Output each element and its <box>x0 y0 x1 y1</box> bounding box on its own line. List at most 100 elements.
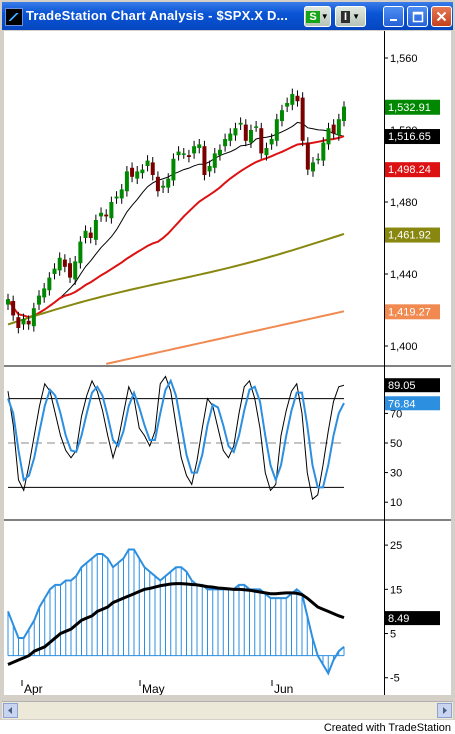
macd-tick-label: 5 <box>390 629 396 641</box>
candle <box>135 171 140 179</box>
scroll-left-button[interactable] <box>3 703 18 718</box>
candle <box>243 124 248 141</box>
candle <box>93 220 98 240</box>
candle <box>192 146 197 154</box>
chart-canvas[interactable]: Apr May Jun <box>4 31 384 696</box>
stoch-d-line <box>7 378 345 489</box>
price-value-tag-label: 1,532.91 <box>388 102 431 114</box>
status-button-label: S <box>306 10 320 23</box>
candle <box>62 259 67 267</box>
macd-line <box>7 548 345 676</box>
candle <box>207 166 212 172</box>
minimize-button[interactable] <box>383 6 404 27</box>
macd-value-tag-label: 8.49 <box>388 613 409 625</box>
price-value-tag-label: 1,498.24 <box>388 164 431 176</box>
price-tick-label: 1,440 <box>390 269 418 281</box>
stoch-value-tag-label: 76.84 <box>388 398 416 410</box>
horizontal-scrollbar[interactable] <box>2 701 453 719</box>
candle <box>186 155 191 157</box>
chart-plot-area[interactable]: Apr May Jun <box>4 31 384 696</box>
ma-mid-line <box>7 135 345 319</box>
stoch-tick-label: 50 <box>390 438 402 450</box>
title-bar[interactable]: TradeStation Chart Analysis - $SPX.X D..… <box>2 2 453 30</box>
candle <box>31 308 36 327</box>
candle <box>269 139 274 145</box>
candle <box>326 128 331 145</box>
candle <box>181 153 186 155</box>
candle <box>68 263 73 278</box>
candle <box>47 277 52 291</box>
close-button[interactable] <box>431 6 452 27</box>
candle <box>73 261 78 280</box>
candle <box>254 126 259 128</box>
stoch-k-line <box>7 375 345 501</box>
price-value-tag <box>385 162 440 178</box>
candle <box>109 202 114 219</box>
candle <box>26 320 31 325</box>
indicator-button[interactable]: I ▼ <box>335 6 366 27</box>
candle <box>119 189 124 199</box>
candle <box>305 142 310 170</box>
ma-long-line <box>7 233 345 326</box>
date-label: Apr <box>24 682 43 695</box>
candle <box>310 162 315 172</box>
candle <box>274 119 279 141</box>
candle <box>155 176 160 192</box>
candle <box>88 232 93 238</box>
candle <box>140 169 145 174</box>
price-tick-label: 1,560 <box>390 53 418 65</box>
candle <box>316 158 321 161</box>
arrow-left-icon <box>8 707 12 714</box>
candle <box>264 148 269 156</box>
price-value-tag <box>385 99 440 115</box>
candle <box>238 122 243 125</box>
arrow-right-icon <box>443 707 447 714</box>
candle <box>290 94 295 105</box>
candle <box>176 151 181 156</box>
price-value-tag-label: 1,419.27 <box>388 306 431 318</box>
price-scale-canvas: 1,4001,4401,4801,5201,5601,532.911,516.6… <box>384 31 451 695</box>
candle <box>233 128 238 136</box>
maximize-icon <box>412 11 423 22</box>
candle <box>202 146 207 175</box>
candle <box>11 301 16 316</box>
candle <box>259 128 264 154</box>
candle <box>130 167 135 177</box>
date-label: May <box>142 682 165 695</box>
status-button[interactable]: S ▼ <box>304 6 331 27</box>
price-scale[interactable]: 1,4001,4401,4801,5201,5601,532.911,516.6… <box>384 31 451 695</box>
candle <box>99 212 104 217</box>
macd-tick-label: 25 <box>390 540 402 552</box>
close-icon <box>436 11 447 22</box>
candle <box>217 149 222 156</box>
candle <box>37 295 42 305</box>
candle <box>295 95 300 102</box>
ma-longest-line <box>105 310 345 365</box>
macd-signal-line <box>7 582 345 666</box>
stoch-tick-label: 30 <box>390 468 402 480</box>
indicator-button-label: I <box>341 10 351 23</box>
candle <box>331 124 336 134</box>
stoch-value-tag <box>385 378 440 393</box>
scroll-right-button[interactable] <box>437 703 452 718</box>
price-tick-label: 1,400 <box>390 341 418 353</box>
macd-tick-label: -5 <box>390 673 400 685</box>
candle <box>78 241 83 264</box>
candle <box>248 130 253 143</box>
maximize-button[interactable] <box>407 6 428 27</box>
candle <box>171 158 176 181</box>
candle <box>83 230 88 238</box>
candle <box>124 171 129 192</box>
macd-value-tag <box>385 611 440 626</box>
price-value-tag <box>385 129 440 145</box>
candle <box>6 299 10 305</box>
footer-credit: Created with TradeStation <box>323 722 451 734</box>
candle <box>166 178 171 188</box>
date-label: Jun <box>274 682 293 695</box>
macd-tick-label: 15 <box>390 584 402 596</box>
candle <box>336 119 341 136</box>
price-value-tag-label: 1,461.92 <box>388 230 431 242</box>
candle <box>21 319 26 325</box>
candle <box>161 185 166 188</box>
price-value-tag-label: 1,516.65 <box>388 131 431 143</box>
